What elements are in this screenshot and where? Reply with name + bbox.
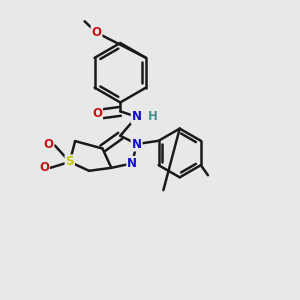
Text: O: O (92, 107, 102, 120)
Text: N: N (127, 157, 137, 170)
Text: S: S (65, 155, 74, 168)
Text: O: O (39, 161, 49, 174)
Text: O: O (92, 26, 101, 39)
Text: N: N (132, 138, 142, 151)
Text: N: N (132, 110, 142, 123)
Text: H: H (148, 110, 158, 123)
Text: O: O (43, 138, 53, 151)
